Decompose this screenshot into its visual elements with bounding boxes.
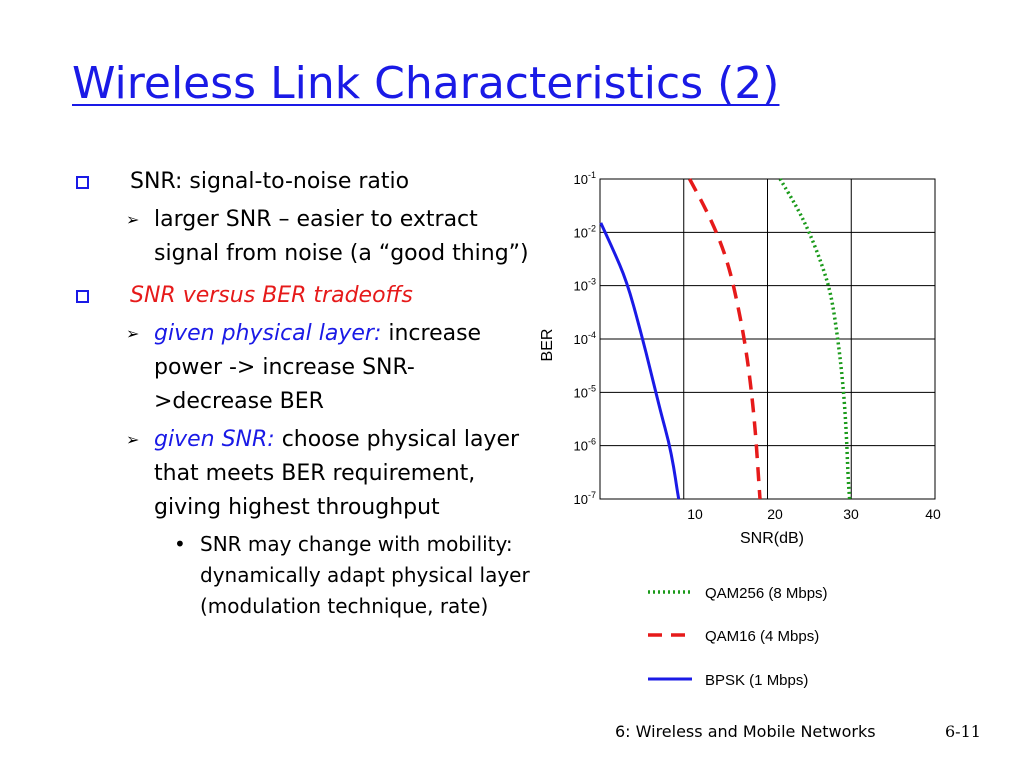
chevron-right-icon: ➢ [126,430,140,449]
y-tick-labels: 10-110-210-310-410-510-610-7 [574,170,596,507]
hollow-square-icon [76,290,89,303]
ber-snr-chart: 10-110-210-310-410-510-610-7 10 20 30 40 SN… [539,170,941,689]
y-tick-exponent: -3 [588,277,596,287]
y-tick-base: 10 [574,225,588,240]
y-axis-label: BER [539,329,556,362]
sub-bullet-text: choose physical layer that meets BER req… [154,427,520,520]
y-tick-exponent: -6 [588,437,596,447]
series-line-dotted [778,178,852,500]
y-tick-label: 10-6 [574,437,596,454]
x-tick-label: 10 [687,506,703,522]
chevron-right-icon: ➢ [126,324,140,343]
hollow-square-icon [76,176,89,189]
y-tick-exponent: -7 [588,490,596,500]
bullet-snr: SNR: signal-to-noise ratio [72,165,532,199]
slide-title: Wireless Link Characteristics (2) [72,58,780,109]
y-tick-base: 10 [574,385,588,400]
x-axis-label: SNR(dB) [740,530,804,547]
x-tick-label: 20 [767,506,783,522]
page-number: 6-11 [945,722,981,741]
sub-bullet-emphasis: given SNR: [154,427,275,452]
sub-bullet-given-snr: ➢ given SNR: choose physical layer that … [72,423,532,525]
x-tick-label: 40 [925,506,941,522]
sub-bullet-emphasis: given physical layer: [154,321,382,346]
y-tick-label: 10-7 [574,490,596,507]
sub-bullet-given-physical-layer: ➢ given physical layer: increase power -… [72,317,532,419]
y-tick-exponent: -4 [588,330,596,340]
y-tick-label: 10-4 [574,330,596,347]
y-tick-exponent: -5 [588,383,596,393]
sub-bullet-text: increase power -> increase SNR->decrease… [154,321,482,414]
bullet-list: SNR: signal-to-noise ratio ➢ larger SNR … [72,165,532,622]
legend-label: QAM256 (8 Mbps) [705,585,828,602]
chevron-right-icon: ➢ [126,210,140,229]
y-tick-base: 10 [574,172,588,187]
legend-label: BPSK (1 Mbps) [705,672,808,689]
dot-icon: • [174,532,186,556]
y-tick-base: 10 [574,279,588,294]
chart-grid [599,178,936,500]
y-tick-base: 10 [574,332,588,347]
bullet-tradeoffs: SNR versus BER tradeoffs [72,279,532,313]
sub-bullet-larger-snr: ➢ larger SNR – easier to extract signal … [72,203,532,271]
y-tick-label: 10-1 [574,170,596,187]
series-lines [599,178,852,500]
y-tick-exponent: -2 [588,223,596,233]
y-tick-base: 10 [574,492,588,507]
sub-sub-bullet-text: SNR may change with mobility: dynamicall… [200,532,530,618]
sub-sub-bullet-mobility: • SNR may change with mobility: dynamica… [72,529,532,622]
x-tick-label: 30 [843,506,859,522]
y-tick-base: 10 [574,439,588,454]
chart-legend: QAM256 (8 Mbps) QAM16 (4 Mbps) BPSK (1 Mbp… [648,585,828,689]
y-tick-exponent: -1 [588,170,596,180]
slide-footer: 6: Wireless and Mobile Networks [615,722,876,741]
legend-label: QAM16 (4 Mbps) [705,628,819,645]
y-tick-label: 10-2 [574,223,596,240]
x-tick-labels: 10 20 30 40 [687,506,941,522]
series-line-dashed [688,178,762,500]
bullet-text: SNR: signal-to-noise ratio [130,169,410,194]
y-tick-label: 10-5 [574,383,596,400]
bullet-text: SNR versus BER tradeoffs [130,283,413,308]
series-line-solid [599,222,681,500]
sub-bullet-text: larger SNR – easier to extract signal fr… [154,207,529,266]
y-tick-label: 10-3 [574,277,596,294]
